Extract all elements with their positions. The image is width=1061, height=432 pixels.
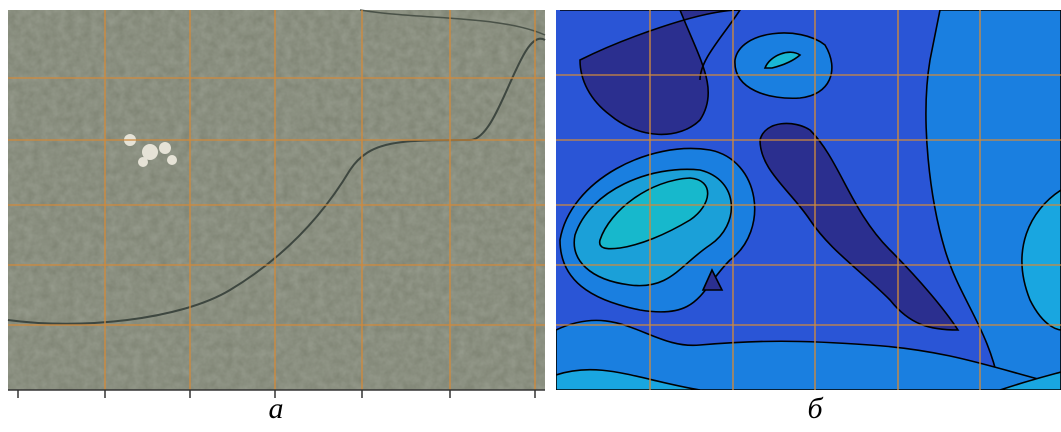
figure: а б xyxy=(0,0,1061,432)
aerial-image xyxy=(8,10,545,398)
panel-label: а xyxy=(269,392,284,425)
panel-label: б xyxy=(807,392,823,425)
contour-map xyxy=(556,10,1061,390)
